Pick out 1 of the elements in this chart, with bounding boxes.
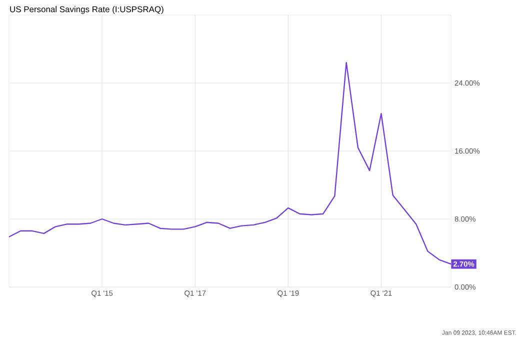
chart-title: US Personal Savings Rate (I:USPSRAQ): [10, 6, 164, 14]
